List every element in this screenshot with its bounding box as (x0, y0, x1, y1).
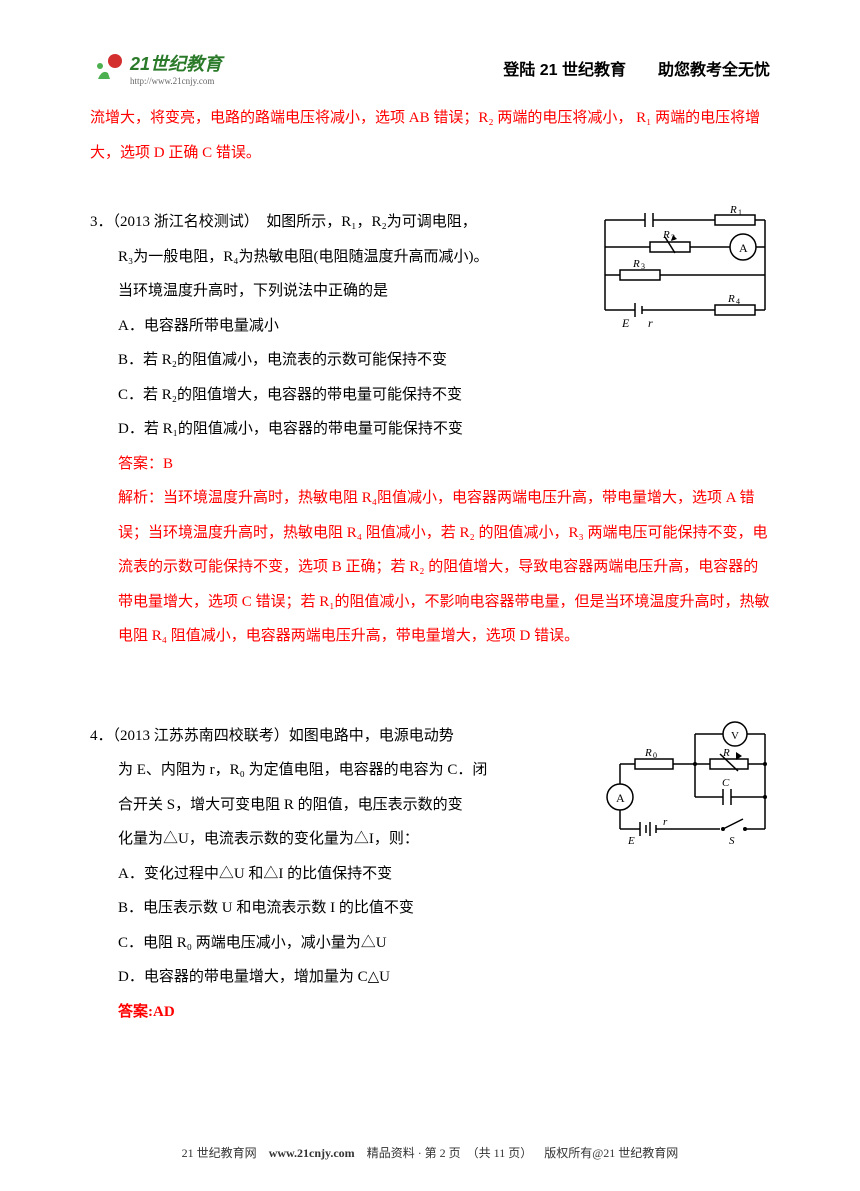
svg-text:R: R (632, 258, 640, 270)
q4-stem: V R0 R (90, 719, 770, 857)
svg-text:V: V (731, 730, 739, 742)
q3-circuit-diagram: R1 R2 A R3 (595, 205, 770, 335)
logo-url: http://www.21cnjy.com (130, 76, 222, 86)
footer-brand: 21 世纪教育网 (182, 1146, 257, 1160)
footer-copyright: 版权所有@21 世纪教育网 (544, 1146, 678, 1160)
svg-text:2: 2 (671, 233, 675, 242)
svg-text:R: R (662, 229, 670, 241)
svg-text:A: A (739, 241, 748, 255)
svg-text:0: 0 (653, 751, 657, 760)
svg-text:E: E (621, 316, 630, 330)
page-content: 流增大，将变亮，电路的路端电压将减小，选项 AB 错误；R₂ 两端的电压将减小，… (90, 101, 770, 1029)
header-slogan: 登陆 21 世纪教育 助您教考全无忧 (503, 56, 770, 80)
logo-text: 21世纪教育 (130, 54, 222, 74)
question-3: R1 R2 A R3 (90, 205, 770, 654)
q4-number: 4． (90, 728, 113, 744)
cont-line1: 流增大，将变亮，电路的路端电压将减小，选项 AB 错误；R₂ 两端的电压将减小， (90, 110, 632, 126)
svg-text:A: A (616, 791, 625, 805)
q4-answer: 答案:AD (90, 995, 770, 1030)
footer-page: 精品资料 · 第 2 页 （共 11 页） (367, 1146, 533, 1160)
svg-text:S: S (729, 835, 735, 847)
spacer (90, 669, 770, 719)
q3-stem-l1: 如图所示，R₁，R₂为可调电阻， (266, 214, 476, 230)
svg-text:4: 4 (736, 297, 740, 306)
q3-number: 3． (90, 214, 113, 230)
q3-option-b: B．若 R₂的阻值减小，电流表的示数可能保持不变 (90, 343, 770, 378)
q3-stem: R1 R2 A R3 (90, 205, 770, 309)
svg-text:R: R (727, 293, 735, 305)
svg-text:R: R (729, 205, 737, 216)
page-header: 21世纪教育 http://www.21cnjy.com 登陆 21 世纪教育 … (90, 50, 770, 86)
svg-text:E: E (627, 835, 635, 847)
q4-option-d: D．电容器的带电量增大，增加量为 C△U (90, 960, 770, 995)
svg-text:R: R (644, 747, 652, 759)
question-4: V R0 R (90, 719, 770, 1030)
svg-text:1: 1 (738, 208, 742, 217)
q3-source: （2013 浙江名校测试） (113, 214, 252, 230)
svg-text:R: R (722, 747, 730, 759)
q4-option-b: B．电压表示数 U 和电流表示数 I 的比值不变 (90, 891, 770, 926)
logo-icon (90, 51, 125, 86)
svg-text:C: C (722, 777, 730, 789)
q3-analysis: 解析：当环境温度升高时，热敏电阻 R₄阻值减小，电容器两端电压升高，带电量增大，… (90, 481, 770, 654)
svg-text:r: r (663, 816, 668, 828)
page-footer: 21 世纪教育网 www.21cnjy.com 精品资料 · 第 2 页 （共 … (0, 1144, 860, 1161)
q3-analysis-label: 解析： (118, 490, 163, 506)
q4-option-c: C．电阻 R₀ 两端电压减小，减小量为△U (90, 926, 770, 961)
svg-text:r: r (648, 316, 653, 330)
logo: 21世纪教育 http://www.21cnjy.com (90, 50, 222, 86)
q3-option-c: C．若 R₂的阻值增大，电容器的带电量可能保持不变 (90, 378, 770, 413)
q4-stem-l1: 如图电路中，电源电动势 (289, 728, 454, 744)
footer-url: www.21cnjy.com (269, 1146, 355, 1160)
q4-source: （2013 江苏苏南四校联考） (113, 728, 289, 744)
q3-option-d: D．若 R₁的阻值减小，电容器的带电量可能保持不变 (90, 412, 770, 447)
q4-circuit-diagram: V R0 R (595, 719, 770, 849)
q3-answer: 答案：B (90, 447, 770, 482)
svg-text:3: 3 (641, 262, 645, 271)
continuation-text: 流增大，将变亮，电路的路端电压将减小，选项 AB 错误；R₂ 两端的电压将减小，… (90, 101, 770, 170)
q3-analysis-text: 当环境温度升高时，热敏电阻 R₄阻值减小，电容器两端电压升高，带电量增大，选项 … (118, 490, 770, 644)
q4-option-a: A．变化过程中△U 和△I 的比值保持不变 (90, 857, 770, 892)
